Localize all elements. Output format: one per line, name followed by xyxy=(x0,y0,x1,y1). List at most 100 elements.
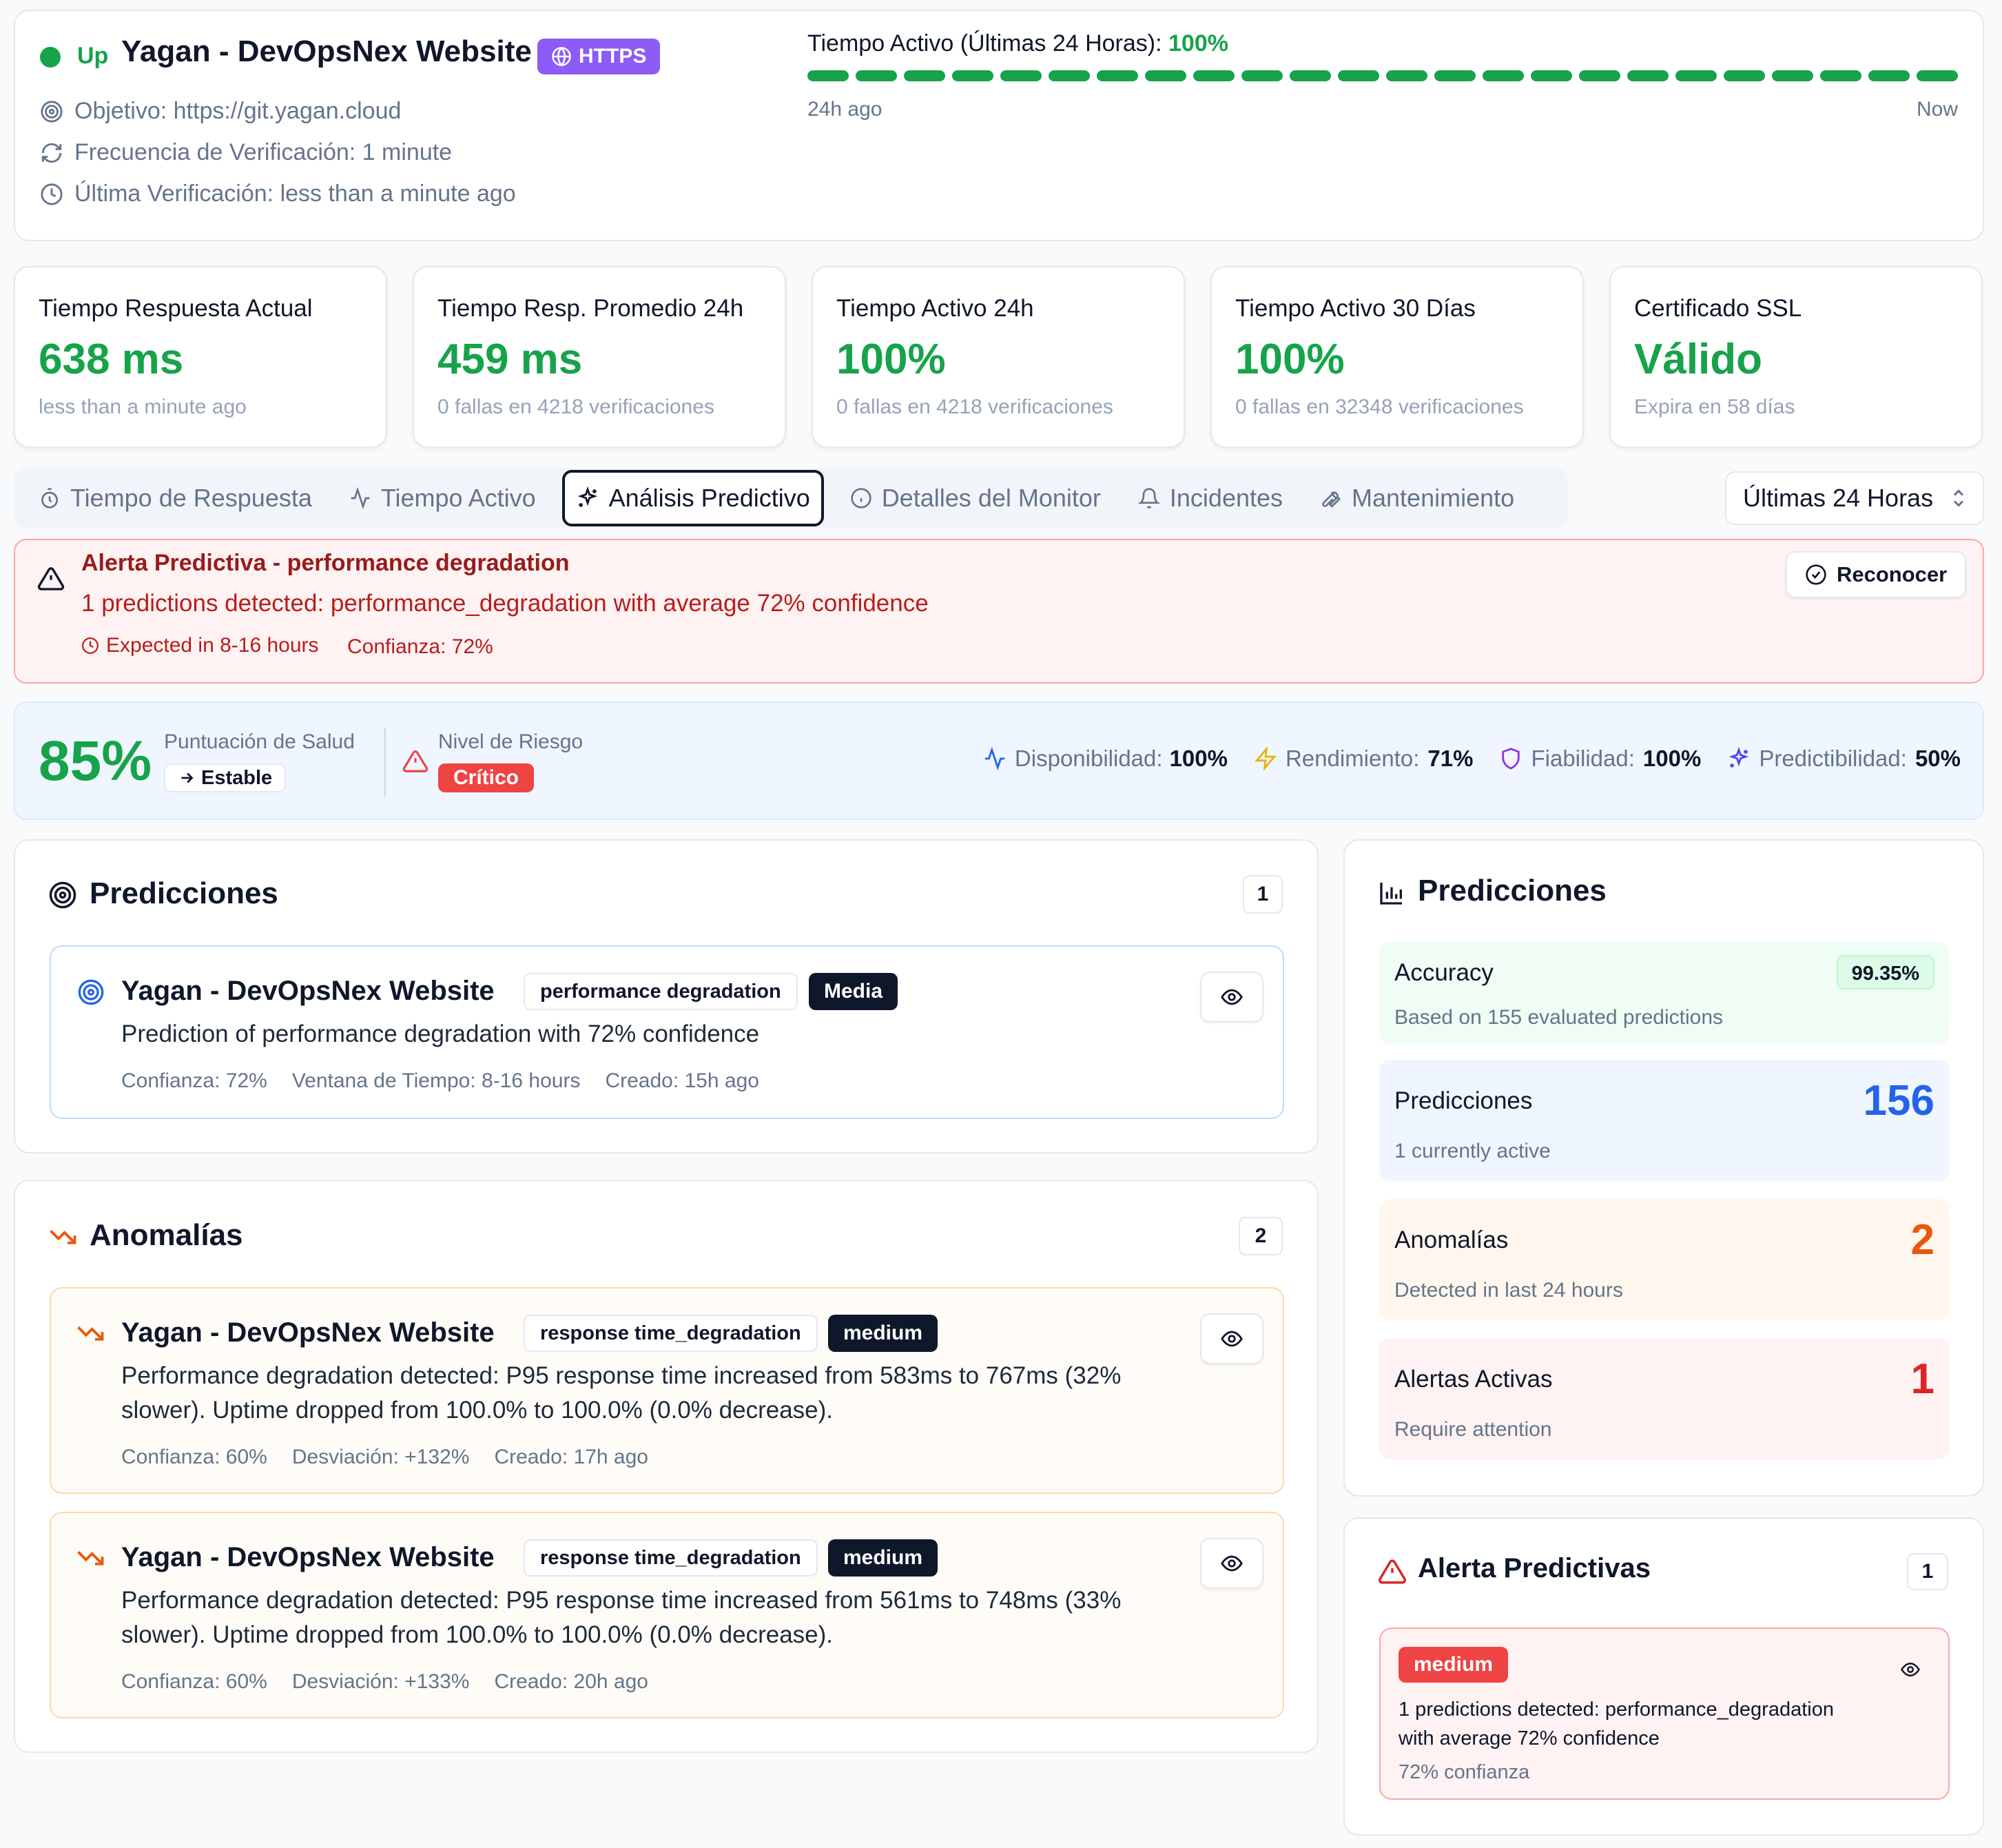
uptime-segment[interactable] xyxy=(1917,70,1958,81)
uptime-segment[interactable] xyxy=(856,70,897,81)
stat-subtitle: 0 fallas en 4218 verificaciones xyxy=(836,396,1113,418)
uptime-segment[interactable] xyxy=(1820,70,1861,81)
eye-icon xyxy=(1221,1331,1243,1347)
predictions-total-label: Predicciones xyxy=(1394,1087,1533,1114)
uptime-segment[interactable] xyxy=(1772,70,1813,81)
alert-expected-text: Expected in 8-16 hours xyxy=(106,634,319,657)
uptime-segment[interactable] xyxy=(1531,70,1572,81)
last-check-label: Última Verificación: xyxy=(74,181,274,207)
anomaly-deviation: Desviación: +133% xyxy=(291,1670,470,1693)
uptime-bar xyxy=(807,70,1958,81)
time-range-select[interactable]: Últimas 24 Horas xyxy=(1725,471,1984,525)
uptime-segment[interactable] xyxy=(1193,70,1235,81)
uptime-segment[interactable] xyxy=(1675,70,1717,81)
anomaly-description: Performance degradation detected: P95 re… xyxy=(121,1583,1196,1652)
view-anomaly-button[interactable] xyxy=(1200,1538,1263,1589)
health-divider xyxy=(384,728,386,797)
clock-icon xyxy=(41,183,63,205)
anomaly-severity-badge: medium xyxy=(828,1539,938,1577)
prediction-monitor-name: Yagan - DevOpsNex Website xyxy=(121,976,495,1006)
active-alerts-label: Alertas Activas xyxy=(1394,1366,1553,1393)
tab-uptime[interactable]: Tiempo Activo xyxy=(338,470,547,526)
anomaly-monitor-name: Yagan - DevOpsNex Website xyxy=(121,1317,495,1348)
stat-value: 100% xyxy=(1235,336,1345,383)
tab-predictive-analysis-label: Análisis Predictivo xyxy=(608,484,810,512)
uptime-segment[interactable] xyxy=(1290,70,1331,81)
uptime-segment[interactable] xyxy=(1868,70,1910,81)
predictions-total-tile: Predicciones 156 1 currently active xyxy=(1379,1060,1950,1181)
tab-bar: Tiempo de Respuesta Tiempo Activo Anális… xyxy=(14,469,1568,528)
info-icon xyxy=(851,488,871,509)
active-alerts-sub: Require attention xyxy=(1394,1418,1552,1441)
anomalies-card: Anomalías 2 Yagan - DevOpsNex Website re… xyxy=(14,1180,1319,1753)
uptime-segment[interactable] xyxy=(1483,70,1524,81)
last-check-row: Última Verificación: less than a minute … xyxy=(40,181,516,207)
predictive-alerts-count-badge: 1 xyxy=(1907,1553,1948,1590)
frequency-label: Frecuencia de Verificación: xyxy=(74,139,356,165)
tab-maintenance[interactable]: Mantenimiento xyxy=(1309,470,1525,526)
acknowledge-button[interactable]: Reconocer xyxy=(1786,551,1967,598)
activity-icon xyxy=(351,487,370,509)
risk-alert-icon xyxy=(402,750,429,772)
uptime-segment[interactable] xyxy=(1241,70,1283,81)
prediction-severity-badge: Media xyxy=(809,973,898,1010)
anomaly-type-badge: response time_degradation xyxy=(524,1539,818,1577)
metric-predictability-value: 50% xyxy=(1915,746,1961,771)
anomalies-title: Anomalías xyxy=(90,1218,243,1252)
activity-icon xyxy=(984,747,1005,770)
globe-icon xyxy=(552,47,571,67)
uptime-segment[interactable] xyxy=(952,70,993,81)
uptime-24h-label: Tiempo Activo (Últimas 24 Horas): xyxy=(807,30,1162,57)
sparkles-icon xyxy=(577,486,597,507)
prediction-created: Creado: 15h ago xyxy=(605,1069,759,1092)
predictions-total-value: 156 xyxy=(1863,1077,1934,1125)
health-trend-badge: Estable xyxy=(164,763,287,792)
tab-predictive-analysis[interactable]: Análisis Predictivo xyxy=(561,470,824,526)
uptime-segment[interactable] xyxy=(807,70,849,81)
metric-availability-value: 100% xyxy=(1169,746,1228,771)
status-label: Up xyxy=(77,43,109,69)
uptime-segment[interactable] xyxy=(1434,70,1476,81)
stat-card: Tiempo Respuesta Actual 638 ms less than a… xyxy=(14,266,387,448)
uptime-segment[interactable] xyxy=(1049,70,1090,81)
health-score-label: Puntuación de Salud xyxy=(164,730,355,753)
uptime-segment[interactable] xyxy=(1145,70,1186,81)
protocol-badge-label: HTTPS xyxy=(579,45,647,68)
stat-card: Tiempo Activo 24h 100% 0 fallas en 4218 ve… xyxy=(812,266,1185,448)
uptime-segment[interactable] xyxy=(1627,70,1669,81)
tab-monitor-details[interactable]: Detalles del Monitor xyxy=(839,470,1112,526)
uptime-segment[interactable] xyxy=(1338,70,1379,81)
anomalies-count-badge: 2 xyxy=(1239,1217,1283,1255)
uptime-segment[interactable] xyxy=(1724,70,1765,81)
anomalies-total-label: Anomalías xyxy=(1394,1226,1509,1253)
risk-level-badge: Crítico xyxy=(438,763,535,792)
last-check-value: less than a minute ago xyxy=(280,181,516,207)
predictive-alert-message-line-2: with average 72% confidence xyxy=(1399,1727,1660,1749)
tab-incidents[interactable]: Incidentes xyxy=(1127,470,1294,526)
summary-title: Predicciones xyxy=(1418,874,1607,907)
frequency-row: Frecuencia de Verificación: 1 minute xyxy=(40,139,452,166)
time-range-value: Últimas 24 Horas xyxy=(1743,484,1934,512)
prediction-confidence: Confianza: 72% xyxy=(121,1069,267,1092)
clock-icon xyxy=(82,637,99,654)
tab-response-time[interactable]: Tiempo de Respuesta xyxy=(28,470,323,526)
view-prediction-button[interactable] xyxy=(1200,972,1263,1023)
uptime-segment[interactable] xyxy=(1386,70,1427,81)
target-label: Objetivo: xyxy=(74,98,167,124)
uptime-segment[interactable] xyxy=(1097,70,1138,81)
view-anomaly-button[interactable] xyxy=(1200,1313,1263,1364)
uptime-segment[interactable] xyxy=(904,70,945,81)
active-alerts-tile: Alertas Activas 1 Require attention xyxy=(1379,1338,1950,1459)
uptime-segment[interactable] xyxy=(1000,70,1042,81)
protocol-badge: HTTPS xyxy=(537,39,661,74)
uptime-segment[interactable] xyxy=(1579,70,1620,81)
trending-down-icon xyxy=(50,1229,76,1244)
eye-icon[interactable] xyxy=(1900,1659,1921,1680)
tab-monitor-details-label: Detalles del Monitor xyxy=(881,484,1101,512)
anomaly-meta: Confianza: 60% Desviación: +133% Creado:… xyxy=(121,1670,648,1694)
accuracy-tile: Accuracy 99.35% Based on 155 evaluated p… xyxy=(1379,941,1950,1045)
tab-uptime-label: Tiempo Activo xyxy=(380,484,536,512)
metric-performance: Rendimiento: 71% xyxy=(1254,746,1473,772)
check-circle-icon xyxy=(1806,564,1826,585)
metric-reliability-value: 100% xyxy=(1642,746,1702,771)
